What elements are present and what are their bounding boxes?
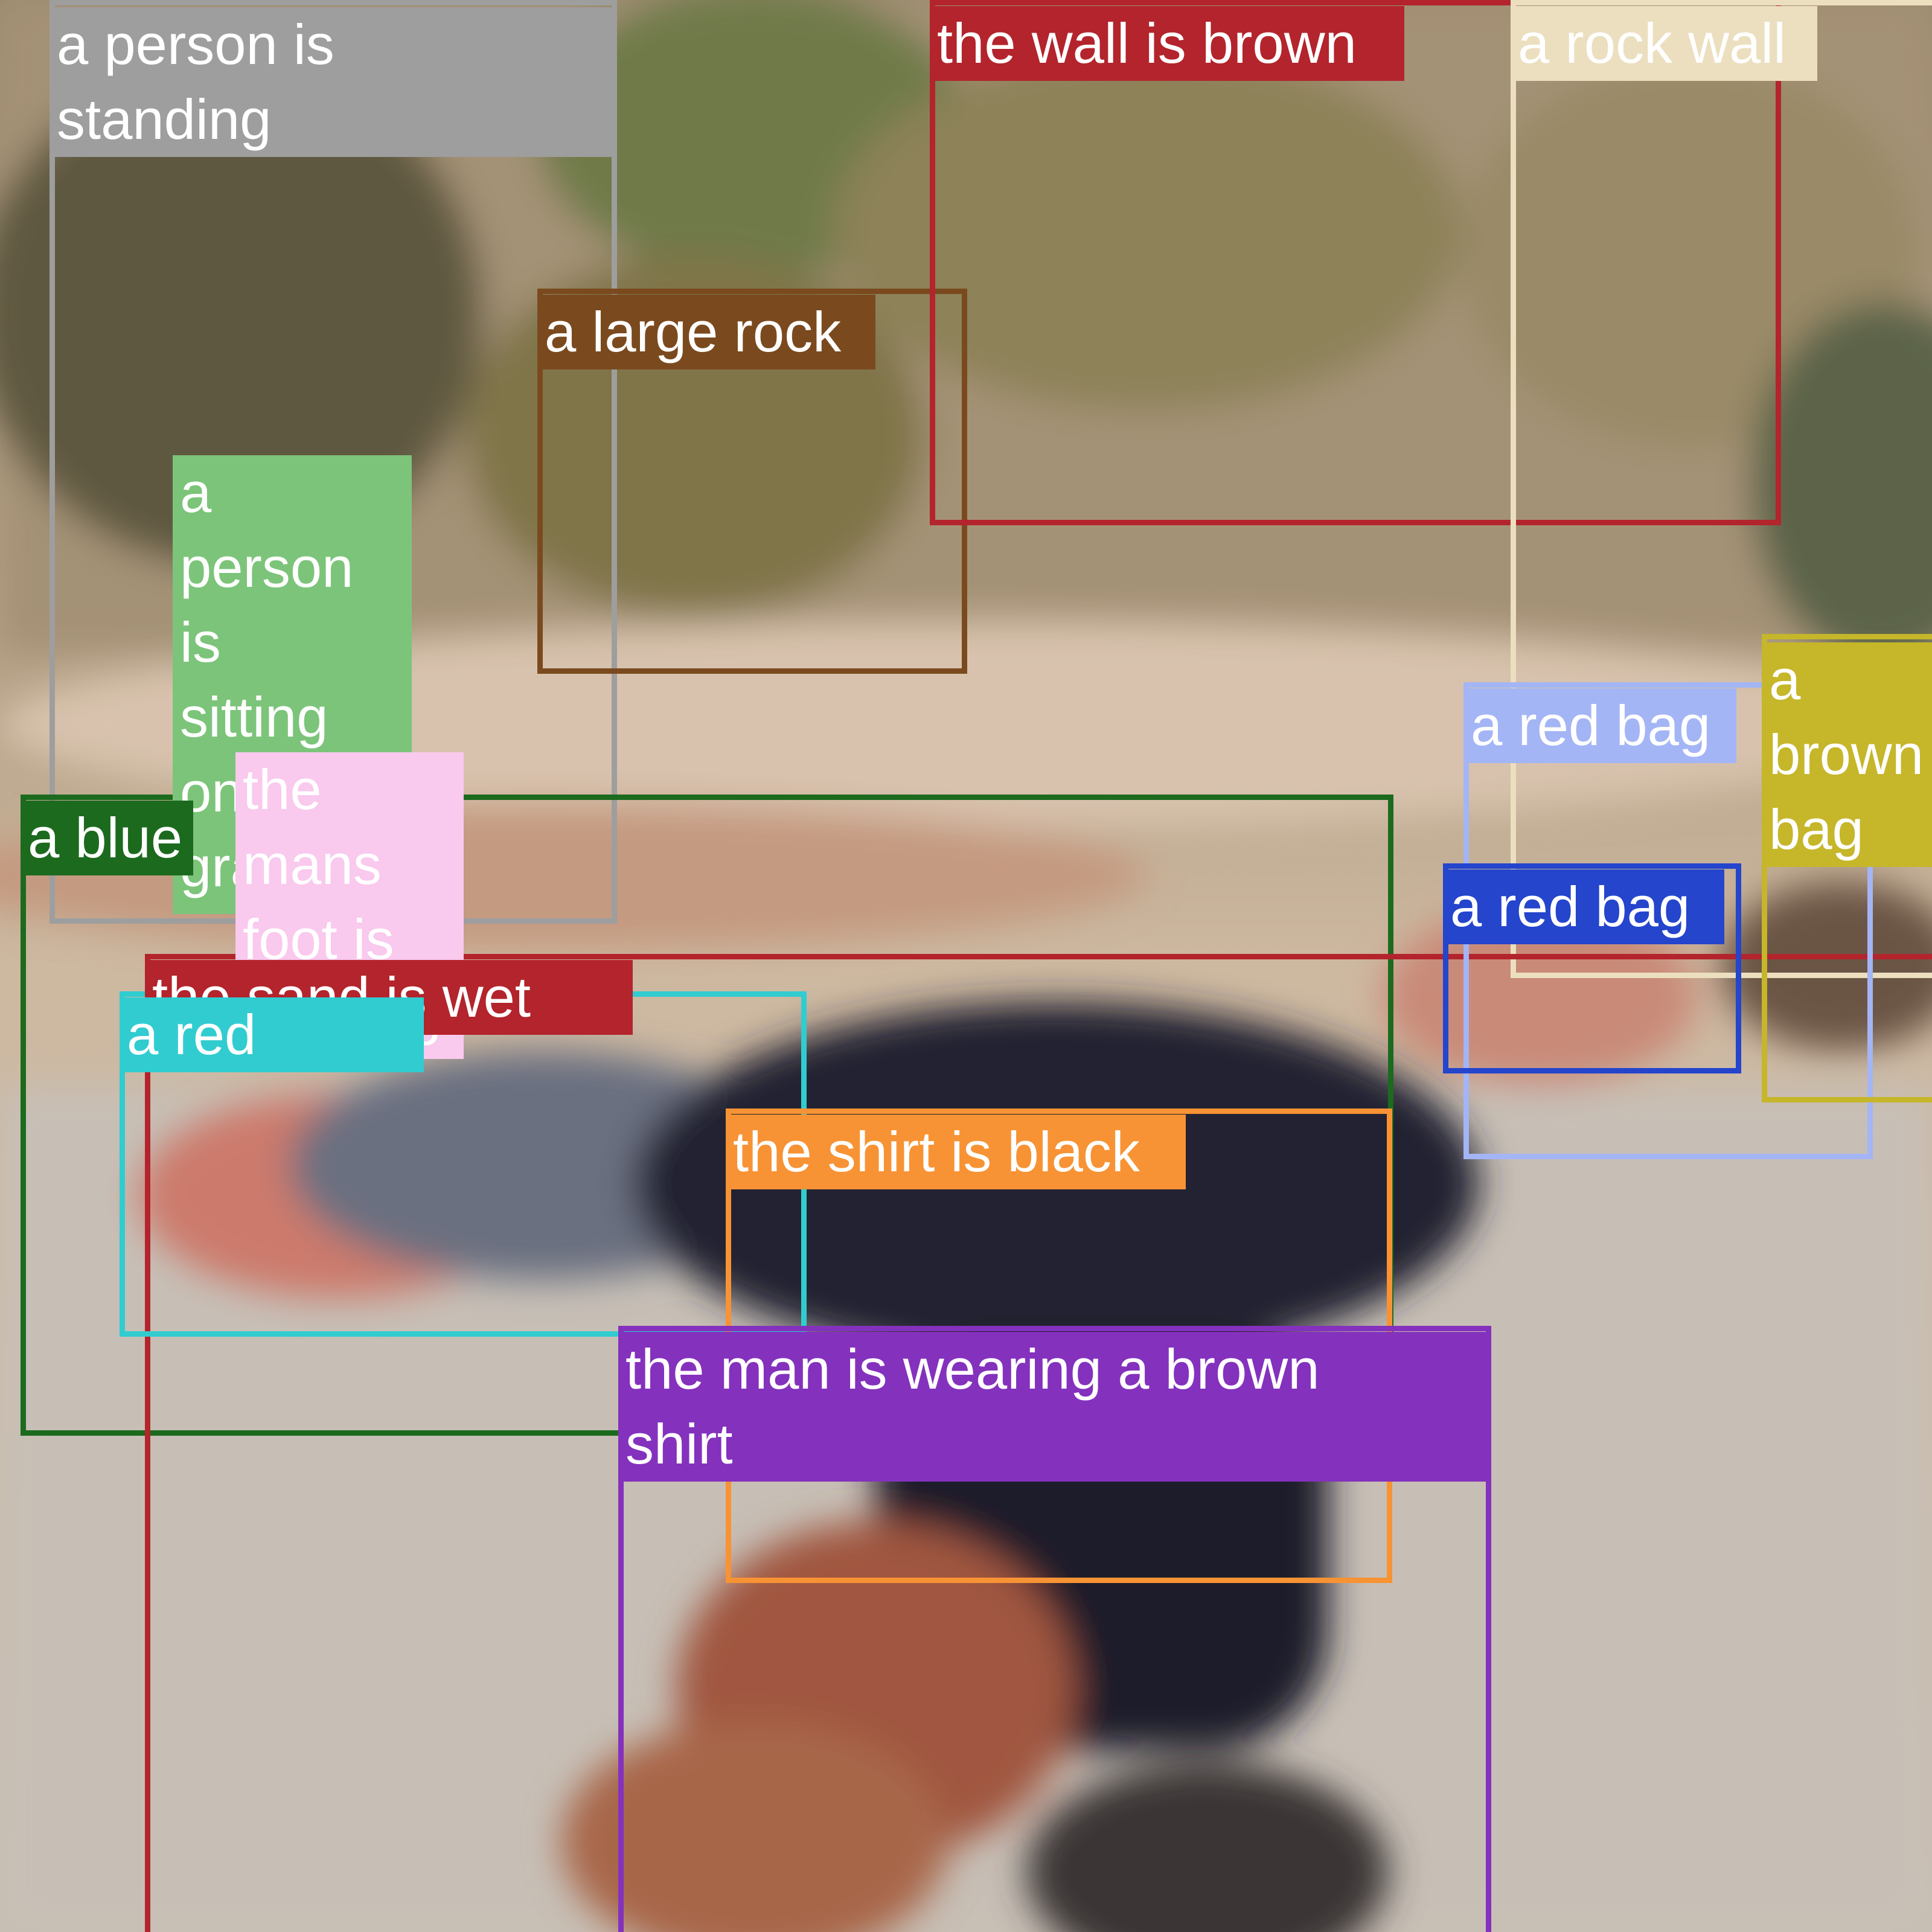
annotation-label-wall-brown: the wall is brown bbox=[930, 6, 1404, 81]
annotation-box-brown-bag bbox=[1762, 634, 1932, 1102]
annotation-label-large-rock: a large rock bbox=[537, 295, 875, 369]
annotation-label-red-item: a red bbox=[120, 997, 424, 1072]
annotation-label-man-shirt: the man is wearing a brown shirt bbox=[618, 1332, 1491, 1482]
annotation-label-red-bag-1: a red bag bbox=[1463, 688, 1736, 763]
annotation-label-person-standing: a person is standing bbox=[50, 7, 617, 157]
annotation-box-large-rock bbox=[537, 289, 967, 674]
annotation-box-man-shirt bbox=[618, 1326, 1491, 1932]
annotation-box-rock-wall bbox=[1511, 0, 1932, 978]
annotation-label-red-bag-2: a red bag bbox=[1443, 869, 1724, 944]
annotation-box-wall-brown bbox=[930, 0, 1781, 525]
annotation-box-is-wet bbox=[145, 954, 1932, 1932]
annotation-box-red-bag-2 bbox=[1443, 863, 1741, 1073]
annotation-label-shirt-black: the shirt is black bbox=[726, 1115, 1186, 1189]
annotation-label-blue-item: a blue bbox=[21, 801, 193, 875]
annotation-label-rock-wall: a rock wall bbox=[1511, 6, 1817, 81]
annotation-label-brown-bag: a brown bag bbox=[1762, 642, 1932, 867]
